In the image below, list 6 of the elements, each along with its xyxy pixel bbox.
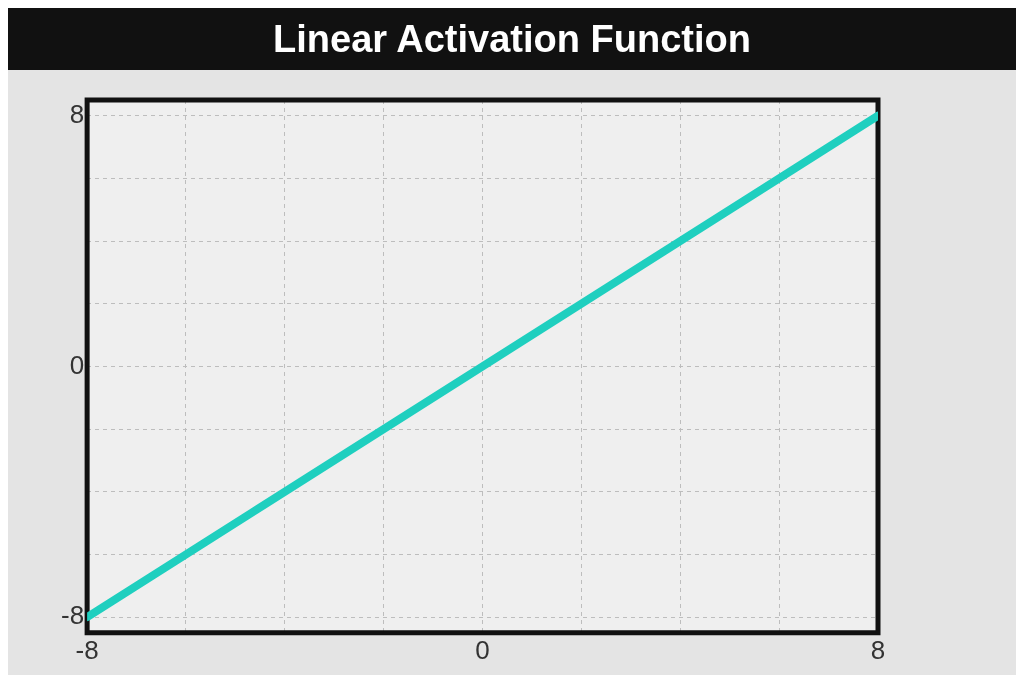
y-tick-label: 0 xyxy=(69,349,85,380)
x-tick-label: 8 xyxy=(870,634,886,665)
x-tick-label: 0 xyxy=(475,634,490,665)
y-tick-label: -8 xyxy=(60,600,85,631)
y-tick-label: 8 xyxy=(69,98,85,129)
chart-title: Linear Activation Function xyxy=(273,17,751,61)
